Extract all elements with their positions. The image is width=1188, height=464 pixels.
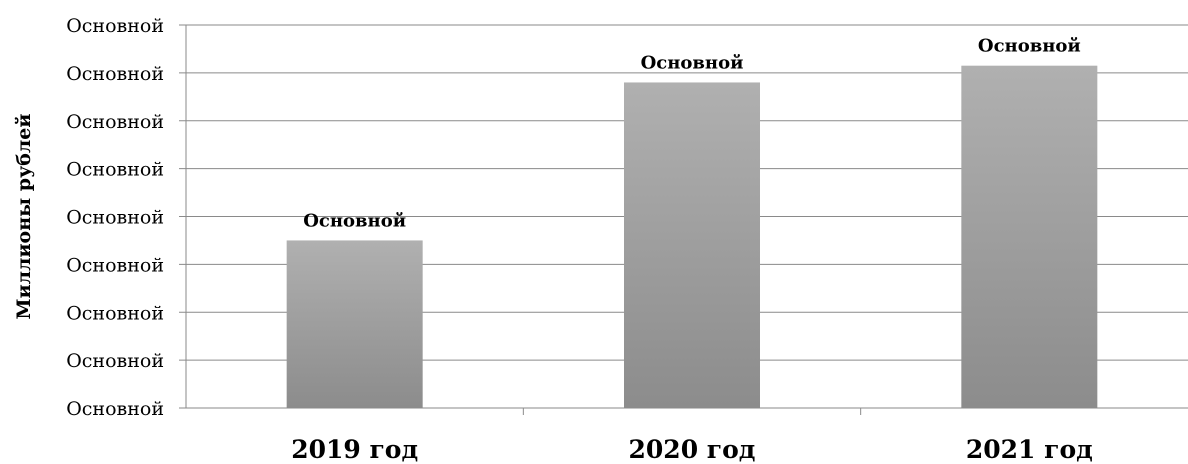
data-label: Основной bbox=[303, 210, 406, 231]
y-tick-label: Основной bbox=[66, 350, 164, 372]
x-tick-label: 2020 год bbox=[629, 435, 756, 464]
labels: Основной Основной Основной Основной Основной… bbox=[66, 15, 1093, 464]
y-tick-label: Основной bbox=[66, 63, 164, 85]
axes bbox=[179, 24, 1188, 415]
y-tick-label: Основной bbox=[66, 15, 164, 37]
y-tick-label: Основной bbox=[66, 159, 164, 181]
bar bbox=[286, 240, 423, 408]
y-axis-label: Миллионы рублей bbox=[13, 114, 35, 320]
bar bbox=[624, 82, 760, 408]
bars bbox=[286, 65, 1098, 408]
data-label: Основной bbox=[978, 36, 1081, 57]
y-tick-label: Основной bbox=[66, 207, 164, 229]
y-tick-label: Основной bbox=[66, 254, 164, 276]
x-tick-label: 2021 год bbox=[966, 435, 1093, 464]
y-tick-label: Основной bbox=[66, 302, 164, 324]
y-tick-label: Основной bbox=[66, 111, 164, 133]
bar bbox=[961, 65, 1098, 408]
data-label: Основной bbox=[641, 52, 744, 73]
y-tick-label: Основной bbox=[66, 398, 164, 420]
x-tick-label: 2019 год bbox=[291, 435, 418, 464]
